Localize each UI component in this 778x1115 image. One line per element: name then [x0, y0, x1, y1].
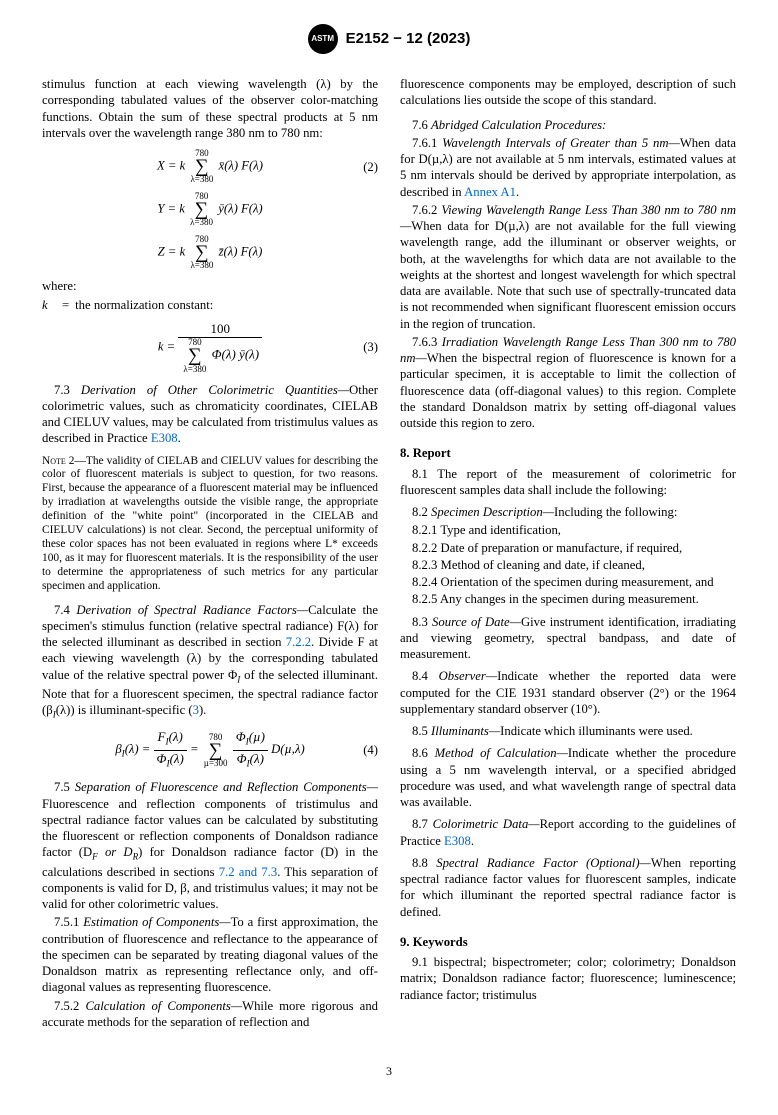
equation-number-2: (2) [363, 158, 378, 174]
section-7-4: 7.4 Derivation of Spectral Radiance Fact… [42, 602, 378, 722]
section-8-7: 8.7 Colorimetric Data—Report according t… [400, 816, 736, 849]
link-e308-2[interactable]: E308 [444, 834, 471, 848]
link-7-2-7-3[interactable]: 7.2 and 7.3 [219, 865, 277, 879]
section-8-2-4: 8.2.4 Orientation of the specimen during… [400, 574, 736, 590]
section-7-5-2: 7.5.2 Calculation of Components—While mo… [42, 998, 378, 1031]
left-column: stimulus function at each viewing wavele… [42, 76, 378, 1032]
section-8-2-1: 8.2.1 Type and identification, [400, 522, 736, 538]
section-8-8: 8.8 Spectral Radiance Factor (Optional)—… [400, 855, 736, 920]
section-8-2-5: 8.2.5 Any changes in the specimen during… [400, 591, 736, 607]
page-number: 3 [42, 1064, 736, 1079]
section-8-5: 8.5 Illuminants—Indicate which illuminan… [400, 723, 736, 739]
equation-2-x: X = k 780 ∑ λ=380 x̄(λ) F(λ) (2) [42, 149, 378, 184]
section-7-6-1: 7.6.1 Wavelength Intervals of Greater th… [400, 135, 736, 200]
equation-number-4: (4) [363, 742, 378, 758]
link-annex-a1[interactable]: Annex A1 [464, 185, 516, 199]
equation-2-z: Z = k 780 ∑ λ=380 z̄(λ) F(λ) [42, 235, 378, 270]
section-7-6-2: 7.6.2 Viewing Wavelength Range Less Than… [400, 202, 736, 332]
section-8-6: 8.6 Method of Calculation—Indicate wheth… [400, 745, 736, 810]
section-8-2-3: 8.2.3 Method of cleaning and date, if cl… [400, 557, 736, 573]
section-8-3: 8.3 Source of Date—Give instrument ident… [400, 614, 736, 663]
document-id: E2152 − 12 (2023) [346, 29, 471, 48]
content-columns: stimulus function at each viewing wavele… [42, 76, 736, 1032]
where-label: where: [42, 278, 378, 294]
section-9-heading: 9. Keywords [400, 934, 736, 950]
section-8-heading: 8. Report [400, 445, 736, 461]
equation-number-3: (3) [363, 339, 378, 355]
link-7-2-2[interactable]: 7.2.2 [286, 635, 311, 649]
section-7-3: 7.3 Derivation of Other Colorimetric Qua… [42, 382, 378, 447]
link-e308[interactable]: E308 [151, 431, 178, 445]
section-8-2-2: 8.2.2 Date of preparation or manufacture… [400, 540, 736, 556]
section-8-4: 8.4 Observer—Indicate whether the report… [400, 668, 736, 717]
section-7-5-1: 7.5.1 Estimation of Components—To a firs… [42, 914, 378, 995]
equation-2-y: Y = k 780 ∑ λ=380 ȳ(λ) F(λ) [42, 192, 378, 227]
right-top-continuation: fluorescence components may be employed,… [400, 76, 736, 109]
astm-logo: ASTM [308, 24, 338, 54]
where-k-row: k = the normalization constant: [42, 297, 378, 313]
intro-paragraph: stimulus function at each viewing wavele… [42, 76, 378, 141]
right-column: fluorescence components may be employed,… [400, 76, 736, 1032]
section-8-1: 8.1 The report of the measurement of col… [400, 466, 736, 499]
page-header: ASTM E2152 − 12 (2023) [42, 24, 736, 54]
section-8-2: 8.2 Specimen Description—Including the f… [400, 504, 736, 520]
equation-3: k = 100 780 ∑ λ=380 Φ(λ) ȳ(λ) (3) [42, 321, 378, 374]
equation-4: βI(λ) = FI(λ) ΦI(λ) = 780 ∑ µ=300 ΦI(µ) … [42, 729, 378, 771]
note-2: Note 2—The validity of CIELAB and CIELUV… [42, 455, 378, 594]
section-7-6-3: 7.6.3 Irradiation Wavelength Range Less … [400, 334, 736, 432]
section-7-6: 7.6 Abridged Calculation Procedures: [400, 117, 736, 133]
section-7-5: 7.5 Separation of Fluorescence and Refle… [42, 779, 378, 912]
section-9-1: 9.1 bispectral; bispectrometer; color; c… [400, 954, 736, 1003]
